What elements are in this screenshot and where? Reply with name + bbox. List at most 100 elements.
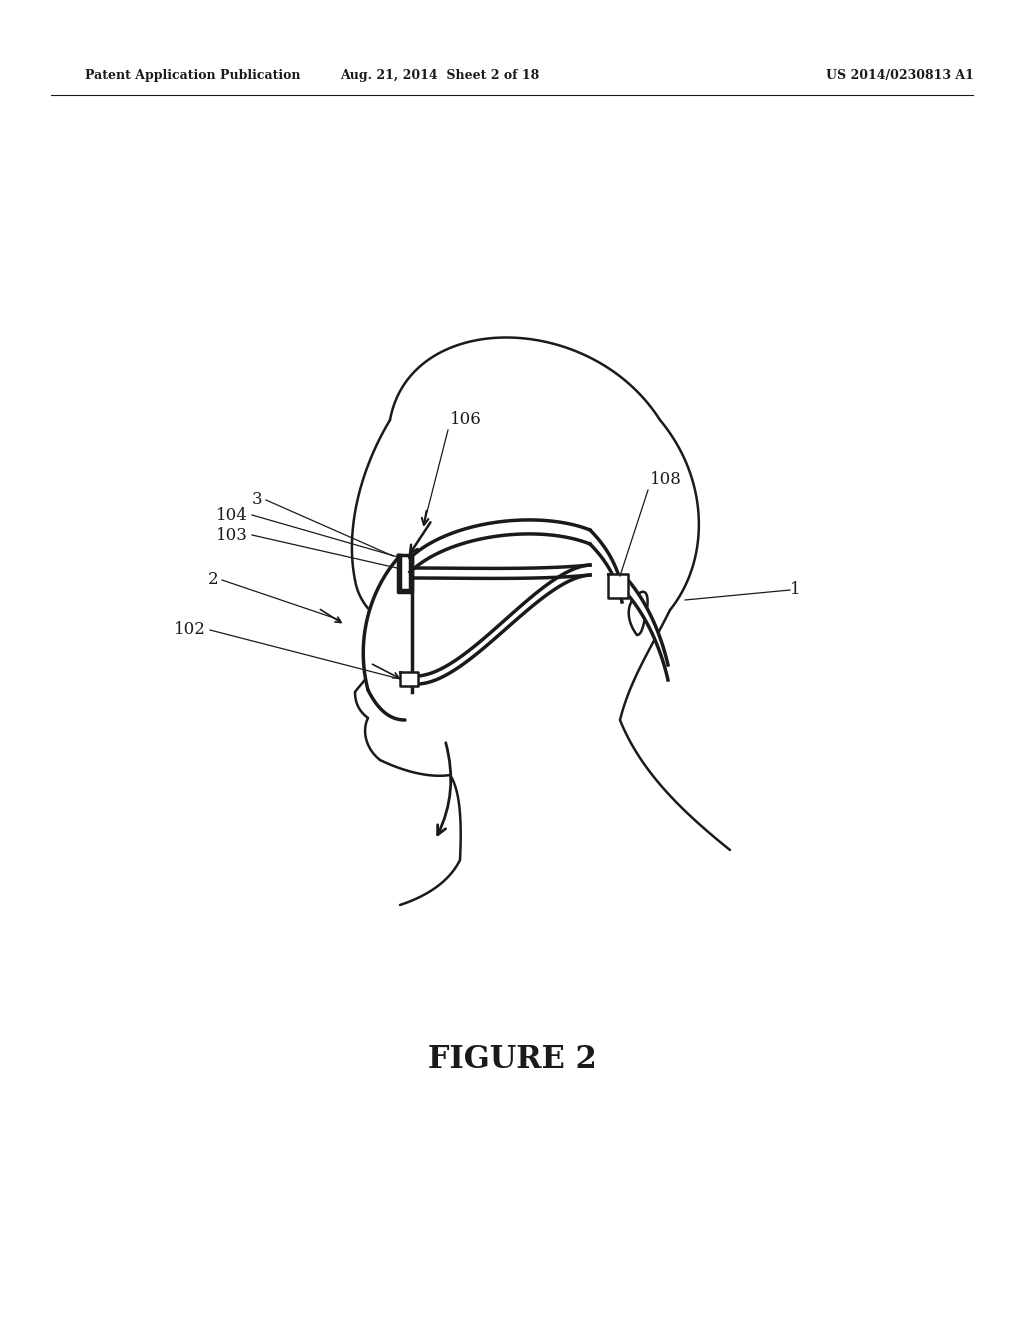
Polygon shape: [425, 568, 428, 578]
Polygon shape: [475, 525, 477, 540]
Polygon shape: [398, 554, 412, 591]
Polygon shape: [429, 543, 431, 558]
Polygon shape: [458, 657, 461, 668]
Polygon shape: [564, 573, 566, 583]
Polygon shape: [445, 665, 447, 676]
Polygon shape: [420, 676, 422, 684]
Polygon shape: [422, 675, 424, 684]
Polygon shape: [495, 523, 498, 536]
Polygon shape: [570, 570, 572, 581]
Polygon shape: [465, 652, 467, 663]
Polygon shape: [524, 568, 526, 578]
Polygon shape: [511, 612, 513, 624]
Polygon shape: [559, 568, 562, 577]
Polygon shape: [450, 663, 452, 673]
Polygon shape: [470, 527, 472, 541]
Polygon shape: [588, 565, 590, 576]
Polygon shape: [502, 622, 504, 632]
Polygon shape: [581, 566, 583, 577]
Text: 3: 3: [251, 491, 262, 508]
Polygon shape: [451, 533, 453, 548]
Polygon shape: [505, 569, 508, 578]
Polygon shape: [528, 598, 531, 609]
Text: 104: 104: [216, 507, 248, 524]
Polygon shape: [496, 569, 498, 578]
Polygon shape: [424, 546, 426, 561]
Polygon shape: [446, 568, 449, 578]
Polygon shape: [479, 524, 482, 539]
Polygon shape: [528, 520, 530, 533]
Polygon shape: [433, 540, 435, 556]
Polygon shape: [520, 520, 523, 535]
Polygon shape: [588, 565, 590, 576]
Text: Patent Application Publication: Patent Application Publication: [85, 69, 300, 82]
Polygon shape: [410, 557, 412, 572]
Polygon shape: [557, 577, 559, 587]
Polygon shape: [560, 523, 562, 536]
Polygon shape: [440, 668, 442, 677]
Polygon shape: [419, 568, 421, 578]
Polygon shape: [586, 565, 588, 576]
Polygon shape: [521, 568, 524, 578]
Polygon shape: [586, 528, 588, 544]
Polygon shape: [434, 568, 437, 578]
Polygon shape: [583, 566, 585, 577]
Polygon shape: [562, 574, 564, 585]
Polygon shape: [432, 568, 434, 578]
Polygon shape: [522, 603, 524, 615]
Polygon shape: [426, 675, 428, 682]
Polygon shape: [547, 568, 549, 578]
Polygon shape: [568, 566, 570, 577]
Polygon shape: [456, 659, 458, 669]
Polygon shape: [446, 535, 449, 549]
Polygon shape: [565, 523, 567, 537]
Polygon shape: [566, 572, 568, 582]
Polygon shape: [582, 527, 584, 541]
Polygon shape: [489, 631, 493, 643]
Polygon shape: [518, 520, 520, 535]
Polygon shape: [461, 656, 463, 667]
Polygon shape: [542, 568, 545, 578]
Polygon shape: [474, 645, 476, 656]
Polygon shape: [562, 523, 565, 537]
Polygon shape: [555, 521, 558, 536]
Polygon shape: [477, 525, 479, 540]
Polygon shape: [517, 607, 519, 619]
Polygon shape: [456, 531, 458, 546]
Polygon shape: [447, 664, 450, 675]
Polygon shape: [519, 568, 521, 578]
Polygon shape: [444, 536, 446, 550]
Polygon shape: [519, 605, 522, 616]
Polygon shape: [472, 569, 474, 578]
Polygon shape: [458, 531, 460, 545]
Polygon shape: [534, 568, 536, 578]
Polygon shape: [422, 548, 424, 562]
Text: 2: 2: [208, 572, 218, 589]
Polygon shape: [575, 525, 578, 540]
Polygon shape: [526, 599, 528, 611]
Polygon shape: [427, 544, 429, 558]
Polygon shape: [588, 529, 590, 544]
Polygon shape: [562, 566, 564, 577]
Polygon shape: [486, 569, 488, 578]
Polygon shape: [412, 568, 415, 578]
Polygon shape: [454, 568, 456, 578]
Polygon shape: [505, 521, 508, 535]
Polygon shape: [467, 528, 470, 543]
Polygon shape: [503, 521, 505, 536]
Polygon shape: [490, 569, 494, 578]
Polygon shape: [530, 520, 534, 535]
Polygon shape: [545, 585, 547, 597]
Polygon shape: [465, 569, 467, 578]
Polygon shape: [487, 634, 489, 645]
Polygon shape: [585, 565, 586, 576]
Polygon shape: [579, 566, 581, 577]
Polygon shape: [489, 523, 493, 537]
Polygon shape: [553, 521, 555, 536]
Polygon shape: [583, 565, 585, 576]
Polygon shape: [585, 565, 586, 576]
Polygon shape: [536, 591, 538, 603]
Polygon shape: [551, 521, 553, 535]
Polygon shape: [545, 568, 547, 578]
Polygon shape: [574, 568, 577, 578]
